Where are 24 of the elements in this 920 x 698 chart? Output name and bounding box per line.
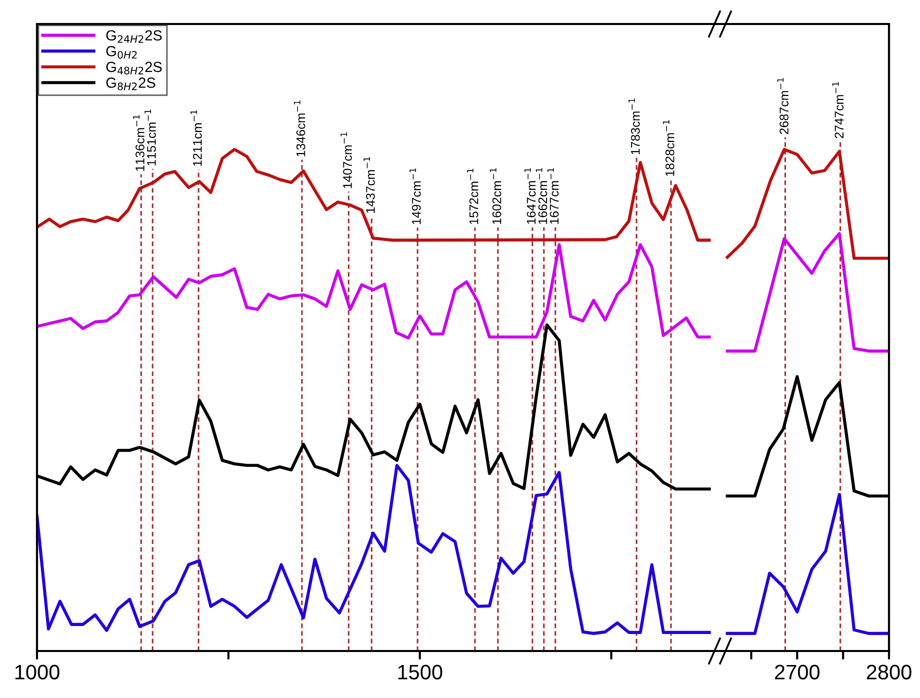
x-tick-label: 2800 [866,664,912,680]
ref-line-label: 1136cm$^{−1}$ [133,115,144,171]
ref-line-label: 1437cm$^{−1}$ [364,157,375,213]
x-tick-label: 2700 [775,664,820,680]
ref-line-label: 1346cm$^{−1}$ [294,100,306,156]
ref-line-label: 1662cm$^{−1}$ [536,168,548,224]
legend-label: G$_{48H2}$2S [106,62,162,74]
x-tick-label: 1500 [398,664,442,680]
ref-line-label: 1828cm$^{−1}$ [662,120,674,176]
ref-line-label: 1407cm$^{−1}$ [340,132,352,188]
ref-line-label: 1572cm$^{−1}$ [466,168,478,224]
legend-label: G$_{0H2}$ [106,46,137,59]
ref-line-label: 1647cm$^{−1}$ [524,168,536,224]
legend-label: G$_{8H2}$2S [106,78,156,90]
ref-line-label: 1783cm$^{−1}$ [628,98,640,154]
legend-label: G$_{24H2}$2S [106,30,162,43]
ref-line-label: 2687cm$^{−1}$ [777,78,788,134]
ref-line-label: 1602cm$^{−1}$ [490,168,502,224]
ref-line-label: 1211cm$^{−1}$ [190,110,202,166]
ref-line-label: 1497cm$^{−1}$ [410,168,421,224]
ref-line-label: 2747cm$^{−1}$ [832,82,844,138]
ref-line-label: 1677cm$^{−1}$ [547,168,559,224]
ref-line-label: 1151cm$^{−1}$ [144,110,156,166]
x-tick-label: 1000 [15,664,60,680]
